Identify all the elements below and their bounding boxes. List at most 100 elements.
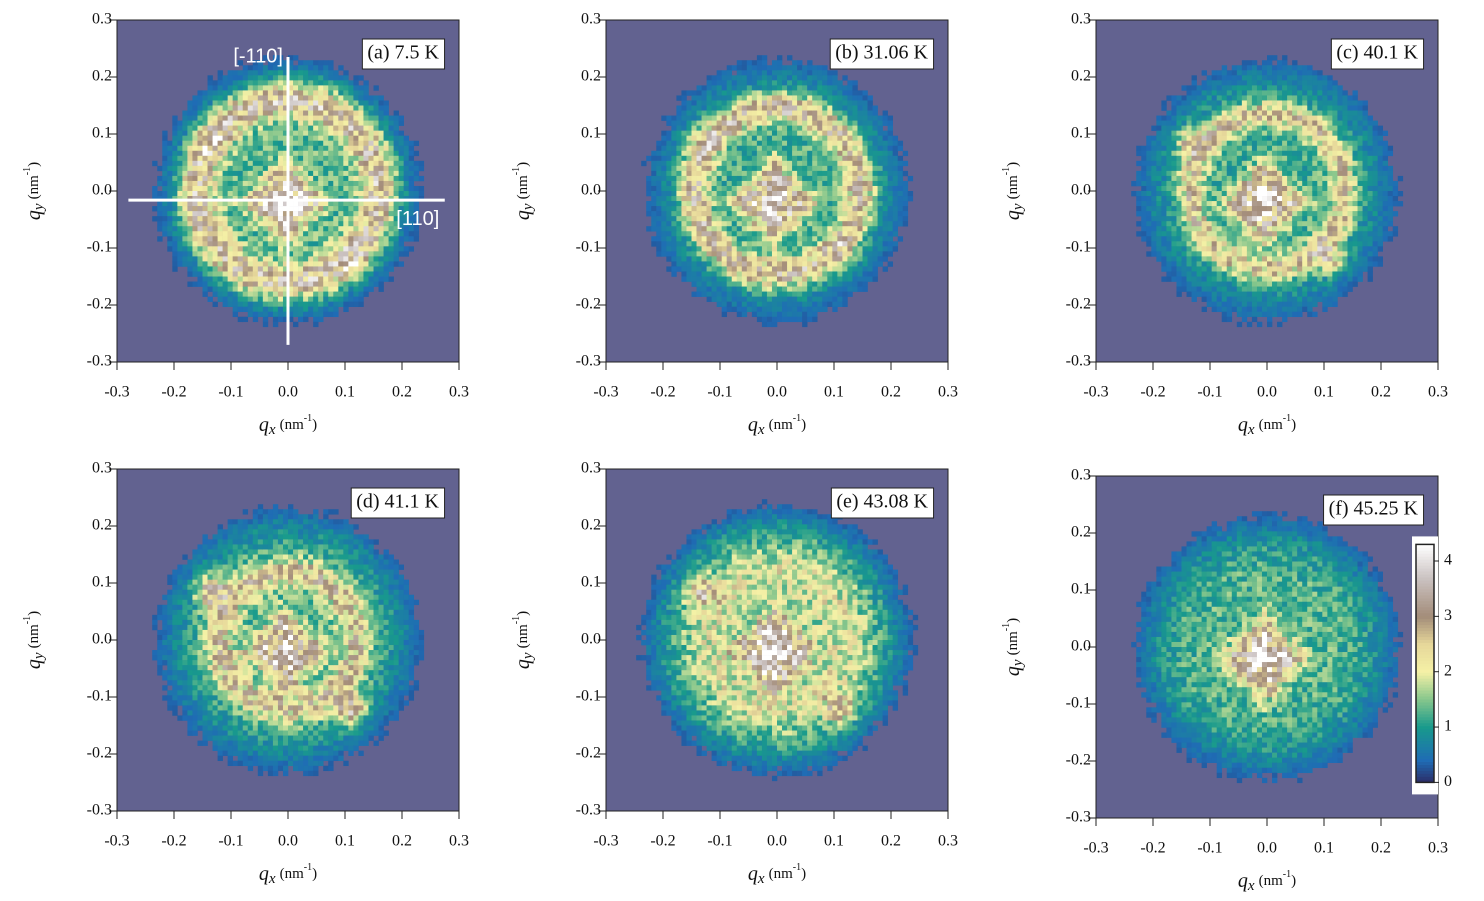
pixel: [409, 231, 414, 236]
pixel: [1156, 211, 1161, 216]
pixel: [343, 176, 348, 181]
pixel: [1136, 151, 1141, 156]
pixel: [692, 131, 697, 136]
pixel: [671, 226, 676, 231]
pixel: [208, 161, 213, 166]
pixel: [742, 136, 747, 141]
pixel: [213, 216, 218, 221]
pixel: [742, 211, 747, 216]
pixel: [717, 85, 722, 90]
pixel: [676, 131, 681, 136]
pixel: [308, 166, 313, 171]
pixel: [797, 226, 802, 231]
pixel: [787, 111, 792, 116]
pixel: [742, 121, 747, 126]
pixel: [203, 166, 208, 171]
pixel: [762, 292, 767, 297]
pixel: [757, 75, 762, 80]
pixel: [1141, 211, 1146, 216]
pixel: [303, 161, 308, 166]
pixel: [157, 181, 162, 186]
pixel: [273, 100, 278, 105]
pixel: [747, 156, 752, 161]
pixel: [842, 166, 847, 171]
pixel: [883, 156, 888, 161]
pixel: [1202, 261, 1207, 266]
pixel: [308, 136, 313, 141]
pixel: [253, 266, 258, 271]
pixel: [167, 191, 172, 196]
pixel: [727, 171, 732, 176]
pixel: [1156, 166, 1161, 171]
pixel: [742, 231, 747, 236]
pixel: [727, 241, 732, 246]
pixel: [363, 100, 368, 105]
pixel: [777, 241, 782, 246]
pixel: [238, 226, 243, 231]
pixel: [358, 302, 363, 307]
pixel: [767, 297, 772, 302]
pixel: [797, 256, 802, 261]
pixel: [666, 176, 671, 181]
pixel: [873, 196, 878, 201]
pixel: [676, 236, 681, 241]
pixel: [842, 297, 847, 302]
pixel: [203, 100, 208, 105]
pixel: [742, 196, 747, 201]
pixel: [278, 221, 283, 226]
pixel: [187, 266, 192, 271]
pixel: [822, 271, 827, 276]
panel-title: (b) 31.06 K: [835, 42, 928, 64]
pixel: [1166, 196, 1171, 201]
pixel: [273, 221, 278, 226]
pixel: [1176, 216, 1181, 221]
pixel: [873, 226, 878, 231]
pixel: [757, 241, 762, 246]
pixel: [298, 151, 303, 156]
pixel: [712, 211, 717, 216]
pixel: [384, 171, 389, 176]
pixel: [353, 221, 358, 226]
pixel: [792, 297, 797, 302]
pixel: [692, 196, 697, 201]
pixel: [697, 191, 702, 196]
pixel: [792, 246, 797, 251]
pixel: [374, 256, 379, 261]
pixel: [792, 282, 797, 287]
pixel: [722, 261, 727, 266]
pixel: [903, 201, 908, 206]
pixel: [243, 206, 248, 211]
pixel: [1197, 196, 1202, 201]
pixel: [1187, 146, 1192, 151]
pixel: [323, 236, 328, 241]
pixel: [243, 277, 248, 282]
pixel: [303, 126, 308, 131]
pixel: [1192, 241, 1197, 246]
pixel: [213, 186, 218, 191]
pixel: [842, 121, 847, 126]
pixel: [253, 297, 258, 302]
pixel: [827, 292, 832, 297]
pixel: [888, 261, 893, 266]
pixel: [832, 266, 837, 271]
pixel: [1151, 191, 1156, 196]
pixel: [702, 166, 707, 171]
pixel: [712, 226, 717, 231]
pixel: [248, 181, 253, 186]
pixel: [792, 65, 797, 70]
pixel: [1146, 251, 1151, 256]
pixel: [651, 176, 656, 181]
pixel: [822, 216, 827, 221]
pixel: [666, 216, 671, 221]
pixel: [847, 141, 852, 146]
pixel: [822, 226, 827, 231]
pixel: [827, 166, 832, 171]
pixel: [313, 161, 318, 166]
pixel: [692, 277, 697, 282]
pixel: [742, 100, 747, 105]
pixel: [742, 236, 747, 241]
pixel: [374, 226, 379, 231]
axis-subscript: x: [268, 422, 276, 438]
pixel: [692, 271, 697, 276]
pixel: [394, 126, 399, 131]
